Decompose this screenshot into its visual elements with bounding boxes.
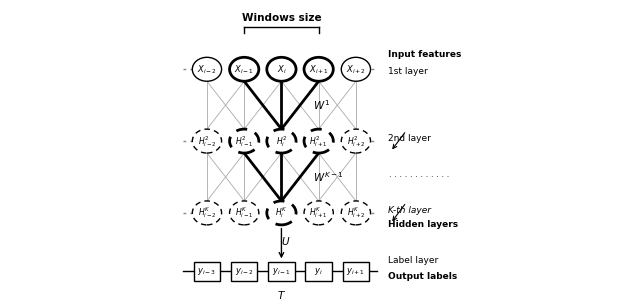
Text: $W^{K-1}$: $W^{K-1}$ [314, 170, 344, 184]
Ellipse shape [341, 57, 371, 81]
Text: $X_{i+1}$: $X_{i+1}$ [308, 63, 329, 76]
Bar [194, 262, 220, 281]
Text: $U$: $U$ [281, 235, 290, 247]
Ellipse shape [267, 201, 296, 225]
Text: Label layer: Label layer [388, 256, 438, 265]
Ellipse shape [230, 57, 259, 81]
Ellipse shape [341, 201, 371, 225]
Text: $y_{i-1}$: $y_{i-1}$ [272, 266, 291, 277]
Text: $H^2_{i-1}$: $H^2_{i-1}$ [235, 134, 253, 148]
Ellipse shape [230, 201, 259, 225]
Text: Output labels: Output labels [388, 272, 457, 281]
Bar [342, 262, 369, 281]
Text: $H^2_{i+1}$: $H^2_{i+1}$ [309, 134, 328, 148]
Ellipse shape [267, 129, 296, 153]
Ellipse shape [341, 129, 371, 153]
Text: $y_{i}$: $y_{i}$ [314, 266, 323, 277]
Text: K-th layer: K-th layer [388, 206, 431, 215]
Text: $H^2_{i}$: $H^2_{i}$ [276, 134, 287, 148]
Text: $y_{i-2}$: $y_{i-2}$ [235, 266, 254, 277]
Text: Windows size: Windows size [242, 13, 321, 23]
Text: · · · · · · · · · · · ·: · · · · · · · · · · · · [389, 173, 449, 181]
Text: $H^K_{i-1}$: $H^K_{i-1}$ [235, 205, 253, 220]
Ellipse shape [193, 201, 221, 225]
Text: $y_{i-3}$: $y_{i-3}$ [197, 266, 216, 277]
Ellipse shape [267, 57, 296, 81]
Bar [305, 262, 332, 281]
Ellipse shape [304, 201, 333, 225]
Text: $W^1$: $W^1$ [314, 98, 330, 112]
Text: 2nd layer: 2nd layer [388, 134, 431, 143]
Text: $X_{i+2}$: $X_{i+2}$ [346, 63, 366, 76]
Text: $y_{i+1}$: $y_{i+1}$ [346, 266, 365, 277]
Text: $H^2_{i+2}$: $H^2_{i+2}$ [347, 134, 365, 148]
Ellipse shape [193, 57, 221, 81]
Bar [231, 262, 257, 281]
Text: $X_{i-1}$: $X_{i-1}$ [234, 63, 254, 76]
Text: $H^K_{i+1}$: $H^K_{i+1}$ [309, 205, 328, 220]
Ellipse shape [304, 129, 333, 153]
Ellipse shape [193, 129, 221, 153]
Text: 1st layer: 1st layer [388, 67, 428, 76]
Text: $X_{i-2}$: $X_{i-2}$ [197, 63, 217, 76]
Text: $X_{i}$: $X_{i}$ [276, 63, 286, 76]
Text: Hidden layers: Hidden layers [388, 220, 458, 230]
Text: Input features: Input features [388, 50, 461, 59]
Ellipse shape [304, 57, 333, 81]
Text: $T$: $T$ [277, 289, 286, 301]
Ellipse shape [230, 129, 259, 153]
Text: $H^2_{i-2}$: $H^2_{i-2}$ [198, 134, 216, 148]
Text: $H^K_{i}$: $H^K_{i}$ [275, 205, 287, 220]
Text: $H^K_{i+2}$: $H^K_{i+2}$ [347, 205, 365, 220]
Bar [268, 262, 295, 281]
Text: $H^K_{i-2}$: $H^K_{i-2}$ [198, 205, 216, 220]
